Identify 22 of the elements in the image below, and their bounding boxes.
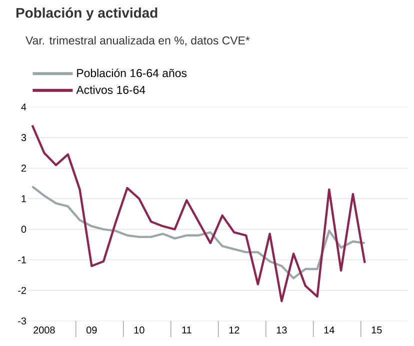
- y-tick-label: -1: [18, 256, 26, 264]
- x-tick-label: 14: [324, 326, 334, 334]
- line-series: [31, 185, 366, 280]
- x-tick-label: 12: [229, 326, 240, 334]
- y-tick-label: 0: [21, 226, 26, 233]
- y-tick-label: 3: [21, 134, 26, 142]
- x-tick-label: 11: [182, 326, 192, 334]
- y-tick-label: -2: [18, 287, 26, 294]
- x-tick-label: 15: [372, 326, 382, 334]
- y-tick-label: 1: [22, 195, 26, 202]
- x-tick-label: 09: [86, 326, 97, 334]
- legend-label: Población 16-64 años: [77, 68, 187, 78]
- y-tick-label: 2: [21, 164, 26, 172]
- chart-title: Población y actividad: [16, 8, 158, 21]
- x-tick-label: 2008: [34, 326, 55, 334]
- y-tick-label: -3: [18, 318, 26, 325]
- x-tick-label: 13: [276, 326, 287, 334]
- chart-subtitle: Var. trimestral anualizada en %, datos CVE*: [26, 36, 250, 46]
- legend-label: Activos 16-64: [76, 86, 146, 94]
- line-series: [31, 124, 366, 302]
- x-tick-label: 10: [134, 326, 144, 334]
- y-tick-label: 4: [21, 104, 26, 110]
